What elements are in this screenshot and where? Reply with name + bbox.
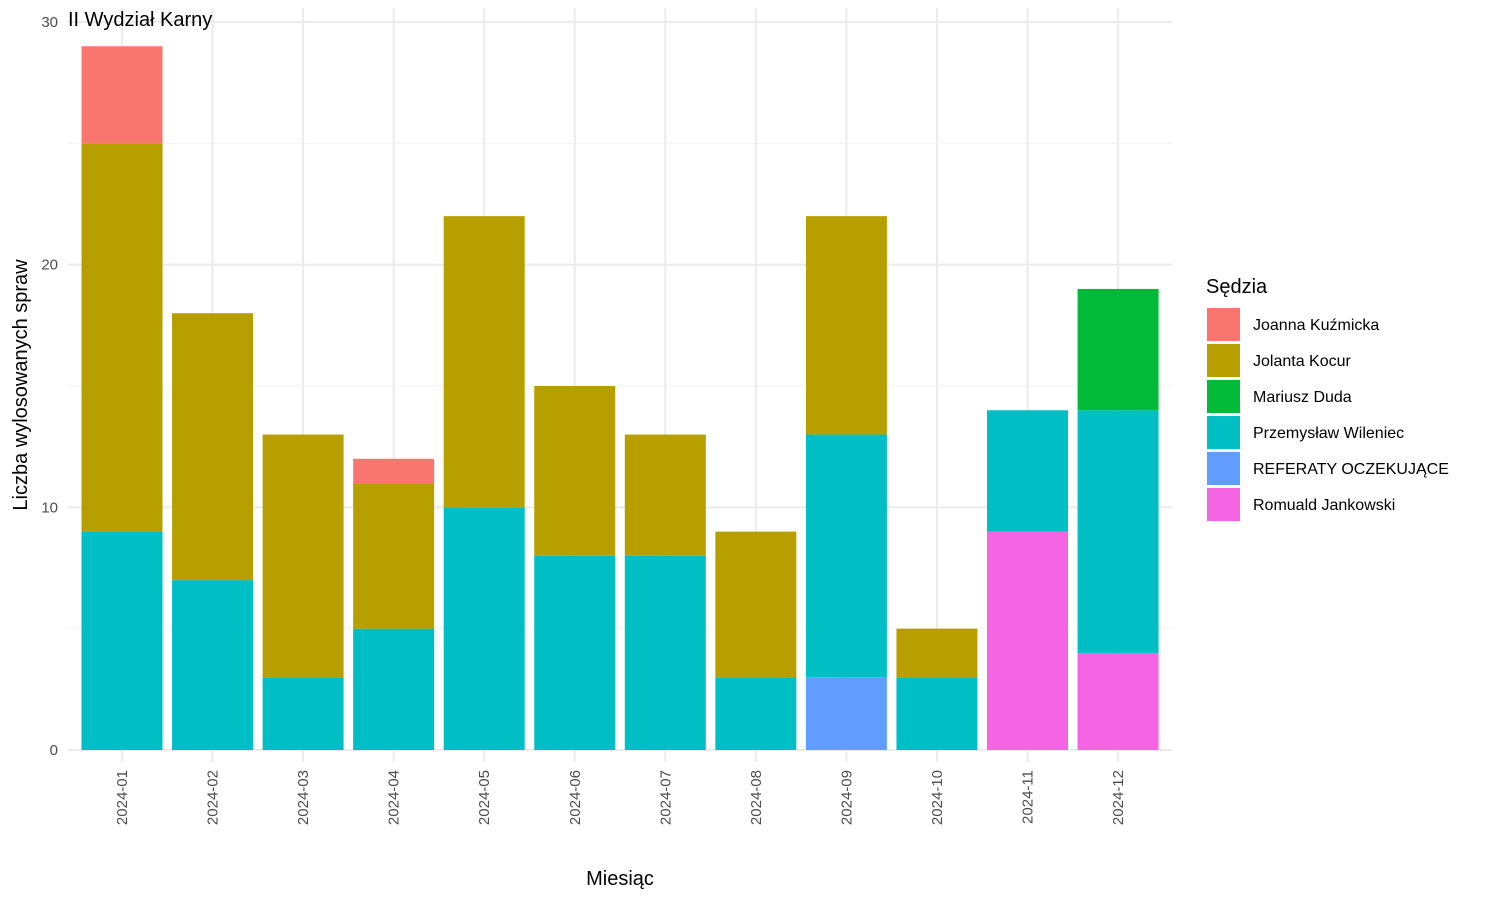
- legend-label: REFERATY OCZEKUJĄCE: [1253, 461, 1449, 478]
- bar-segment: [896, 628, 978, 678]
- x-tick-label: 2024-05: [476, 770, 493, 825]
- x-tick-label: 2024-02: [205, 770, 222, 825]
- bar-segment: [1077, 288, 1159, 411]
- legend-key: [1207, 344, 1240, 377]
- legend-key: [1207, 380, 1240, 413]
- bar-segment: [81, 46, 163, 144]
- bars: [81, 46, 1159, 750]
- bar-segment: [534, 386, 616, 556]
- x-axis-ticks: 2024-01 2024-02 2024-03 2024-04 2024-05 2024-…: [114, 770, 1127, 825]
- bar-segment: [443, 216, 525, 508]
- bar-segment: [172, 313, 254, 581]
- x-tick-label: 2024-07: [657, 770, 674, 825]
- legend-label: Przemysław Wileniec: [1253, 425, 1404, 442]
- bar-segment: [805, 434, 887, 678]
- y-tick-label: 20: [41, 257, 58, 274]
- x-tick-label: 2024-09: [838, 770, 855, 825]
- bar-segment: [1077, 652, 1159, 750]
- y-tick-label: 10: [41, 499, 58, 516]
- legend-label: Mariusz Duda: [1253, 389, 1352, 406]
- bar-segment: [262, 434, 344, 678]
- legend: Sędzia Joanna Kuźmicka Jolanta Kocur Mariu…: [1206, 276, 1449, 521]
- x-tick-label: 2024-04: [386, 770, 403, 825]
- legend-label: Romuald Jankowski: [1253, 497, 1395, 514]
- bar-segment: [353, 483, 435, 629]
- x-tick-label: 2024-12: [1110, 770, 1127, 825]
- bar-segment: [353, 628, 435, 750]
- bar-segment: [81, 531, 163, 750]
- bar-segment: [1077, 410, 1159, 653]
- bar-segment: [896, 677, 978, 750]
- bar-segment: [81, 143, 163, 532]
- bar-segment: [262, 677, 344, 750]
- x-tick-label: 2024-01: [114, 770, 131, 825]
- bar-segment: [805, 677, 887, 750]
- legend-title: Sędzia: [1206, 276, 1268, 298]
- x-axis-title: Miesiąc: [586, 868, 654, 890]
- bar-segment: [715, 531, 797, 678]
- y-axis-ticks: 0 10 20 30: [41, 14, 58, 759]
- bar-segment: [353, 458, 435, 484]
- x-tick-label: 2024-03: [295, 770, 312, 825]
- bar-segment: [715, 677, 797, 750]
- x-tick-label: 2024-08: [748, 770, 765, 825]
- x-tick-label: 2024-10: [929, 770, 946, 825]
- y-axis-title: Liczba wylosowanych spraw: [10, 259, 32, 511]
- legend-label: Joanna Kuźmicka: [1253, 317, 1379, 334]
- bar-segment: [443, 507, 525, 750]
- x-tick-label: 2024-11: [1020, 770, 1037, 824]
- legend-key: [1207, 452, 1240, 485]
- x-tick-label: 2024-06: [567, 770, 584, 825]
- bar-segment: [987, 531, 1068, 750]
- legend-key: [1207, 488, 1240, 521]
- legend-label: Jolanta Kocur: [1253, 353, 1352, 370]
- y-tick-label: 30: [41, 14, 58, 31]
- bar-segment: [624, 434, 706, 556]
- y-tick-label: 0: [50, 742, 58, 759]
- legend-key: [1207, 416, 1240, 449]
- bar-segment: [805, 216, 887, 435]
- bar-segment: [987, 410, 1068, 532]
- bar-segment: [624, 555, 706, 750]
- bar-segment: [534, 555, 616, 750]
- legend-key: [1207, 308, 1240, 341]
- chart-title: II Wydział Karny: [68, 9, 212, 31]
- bar-segment: [172, 580, 254, 750]
